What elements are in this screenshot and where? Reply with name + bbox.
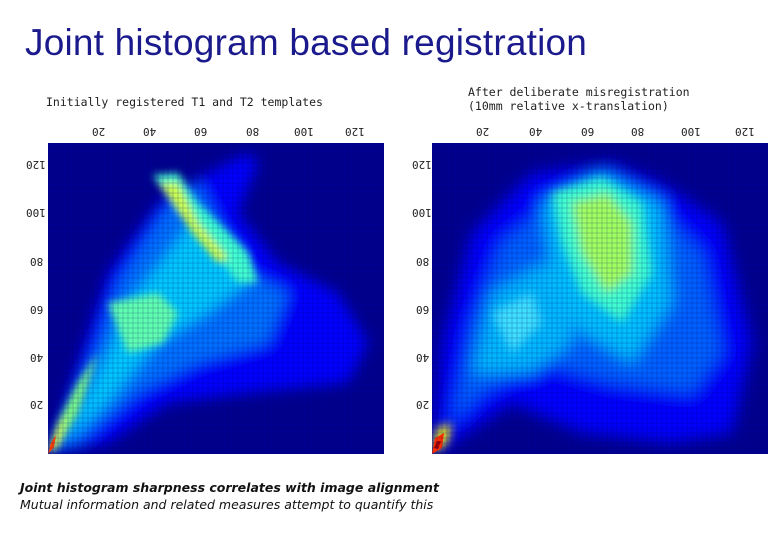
right-x-tick: 100	[681, 125, 701, 138]
left-x-tick: 80	[246, 125, 260, 138]
slide-title: Joint histogram based registration	[25, 22, 588, 63]
left-y-tick: 80	[30, 255, 44, 268]
left-panel-caption: Initially registered T1 and T2 templates	[46, 95, 323, 109]
left-y-tick: 40	[30, 351, 44, 364]
left-x-tick: 100	[294, 125, 314, 138]
right-y-tick: 120	[412, 158, 432, 171]
footer-text: Joint histogram sharpness correlates wit…	[20, 479, 439, 513]
left-joint-histogram-image	[48, 143, 384, 454]
footer-headline: Joint histogram sharpness correlates wit…	[20, 480, 439, 495]
left-y-tick: 60	[30, 303, 44, 316]
left-histogram-svg	[48, 143, 384, 454]
right-y-tick: 40	[416, 351, 430, 364]
right-caption-line-1: After deliberate misregistration	[468, 85, 690, 99]
right-x-tick: 40	[529, 125, 543, 138]
left-x-tick: 20	[92, 125, 106, 138]
right-y-tick: 80	[416, 255, 430, 268]
right-x-tick: 60	[581, 125, 595, 138]
right-x-tick: 120	[735, 125, 755, 138]
right-x-tick: 80	[631, 125, 645, 138]
left-x-tick: 40	[143, 125, 157, 138]
right-panel-caption: After deliberate misregistration (10mm r…	[468, 85, 690, 113]
right-joint-histogram-image	[432, 143, 768, 454]
left-x-tick: 60	[194, 125, 208, 138]
left-y-tick: 20	[30, 398, 44, 411]
right-y-tick: 60	[416, 303, 430, 316]
left-y-tick: 120	[26, 158, 46, 171]
footer-subline: Mutual information and related measures …	[20, 497, 434, 512]
left-y-tick: 100	[26, 206, 46, 219]
left-x-tick: 120	[345, 125, 365, 138]
right-x-tick: 20	[476, 125, 490, 138]
right-histogram-svg	[432, 143, 768, 454]
right-y-tick: 100	[412, 206, 432, 219]
right-y-tick: 20	[416, 398, 430, 411]
right-caption-line-2: (10mm relative x-translation)	[468, 99, 669, 113]
